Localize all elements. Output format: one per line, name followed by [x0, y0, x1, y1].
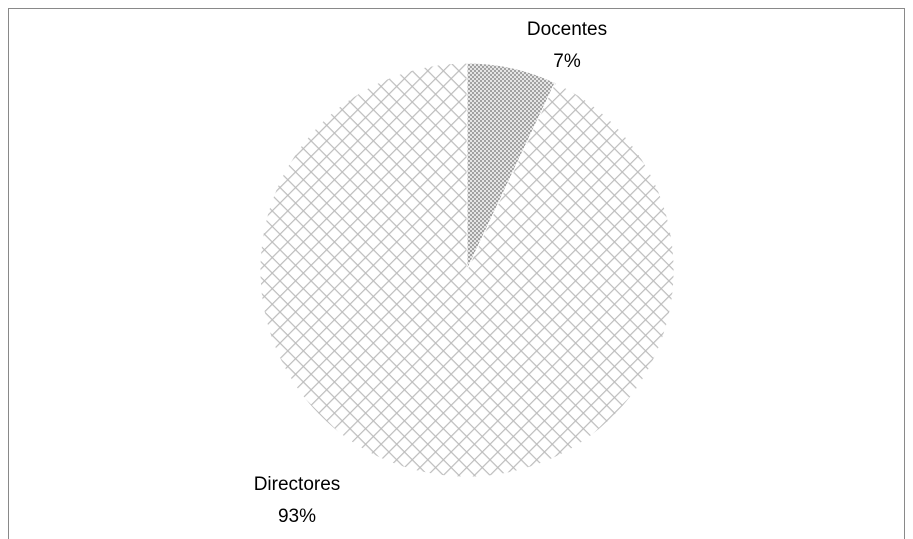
pie-slice: [259, 62, 675, 478]
category-label: Docentes: [527, 19, 607, 40]
value-label: 93%: [278, 506, 316, 527]
category-label: Directores: [254, 474, 341, 495]
value-label: 7%: [553, 51, 581, 72]
